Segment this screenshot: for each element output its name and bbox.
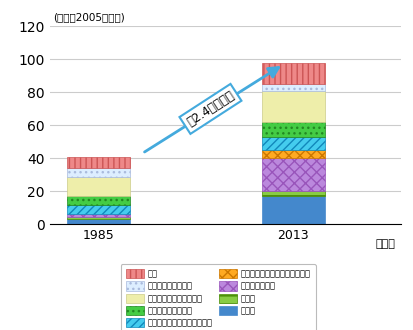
Text: (兆円：2005年価格): (兆円：2005年価格) bbox=[53, 13, 125, 22]
Bar bbox=[66, 219, 130, 224]
Bar bbox=[262, 196, 325, 224]
Bar bbox=[262, 91, 325, 122]
Bar bbox=[262, 191, 325, 196]
Legend: 研究, 情報通信関連建設業, 情報通信関連サービス業, 情報通信関連製造業, 映像・音声・文字情報制作業, インターネット付随サービス業, 情報サービス業, 放: 研究, 情報通信関連建設業, 情報通信関連サービス業, 情報通信関連製造業, 映… bbox=[121, 264, 316, 330]
Bar bbox=[66, 157, 130, 168]
Bar bbox=[66, 214, 130, 217]
Bar bbox=[262, 122, 325, 137]
Bar bbox=[66, 196, 130, 205]
Text: 約2.4倍に拡大: 約2.4倍に拡大 bbox=[184, 89, 237, 129]
Bar bbox=[262, 63, 325, 84]
Bar bbox=[262, 84, 325, 91]
Bar bbox=[66, 217, 130, 219]
Bar bbox=[66, 205, 130, 214]
Bar bbox=[66, 177, 130, 196]
Text: （年）: （年） bbox=[376, 239, 396, 249]
Bar bbox=[262, 137, 325, 150]
Bar bbox=[262, 150, 325, 158]
Bar bbox=[66, 168, 130, 177]
Bar bbox=[262, 158, 325, 191]
